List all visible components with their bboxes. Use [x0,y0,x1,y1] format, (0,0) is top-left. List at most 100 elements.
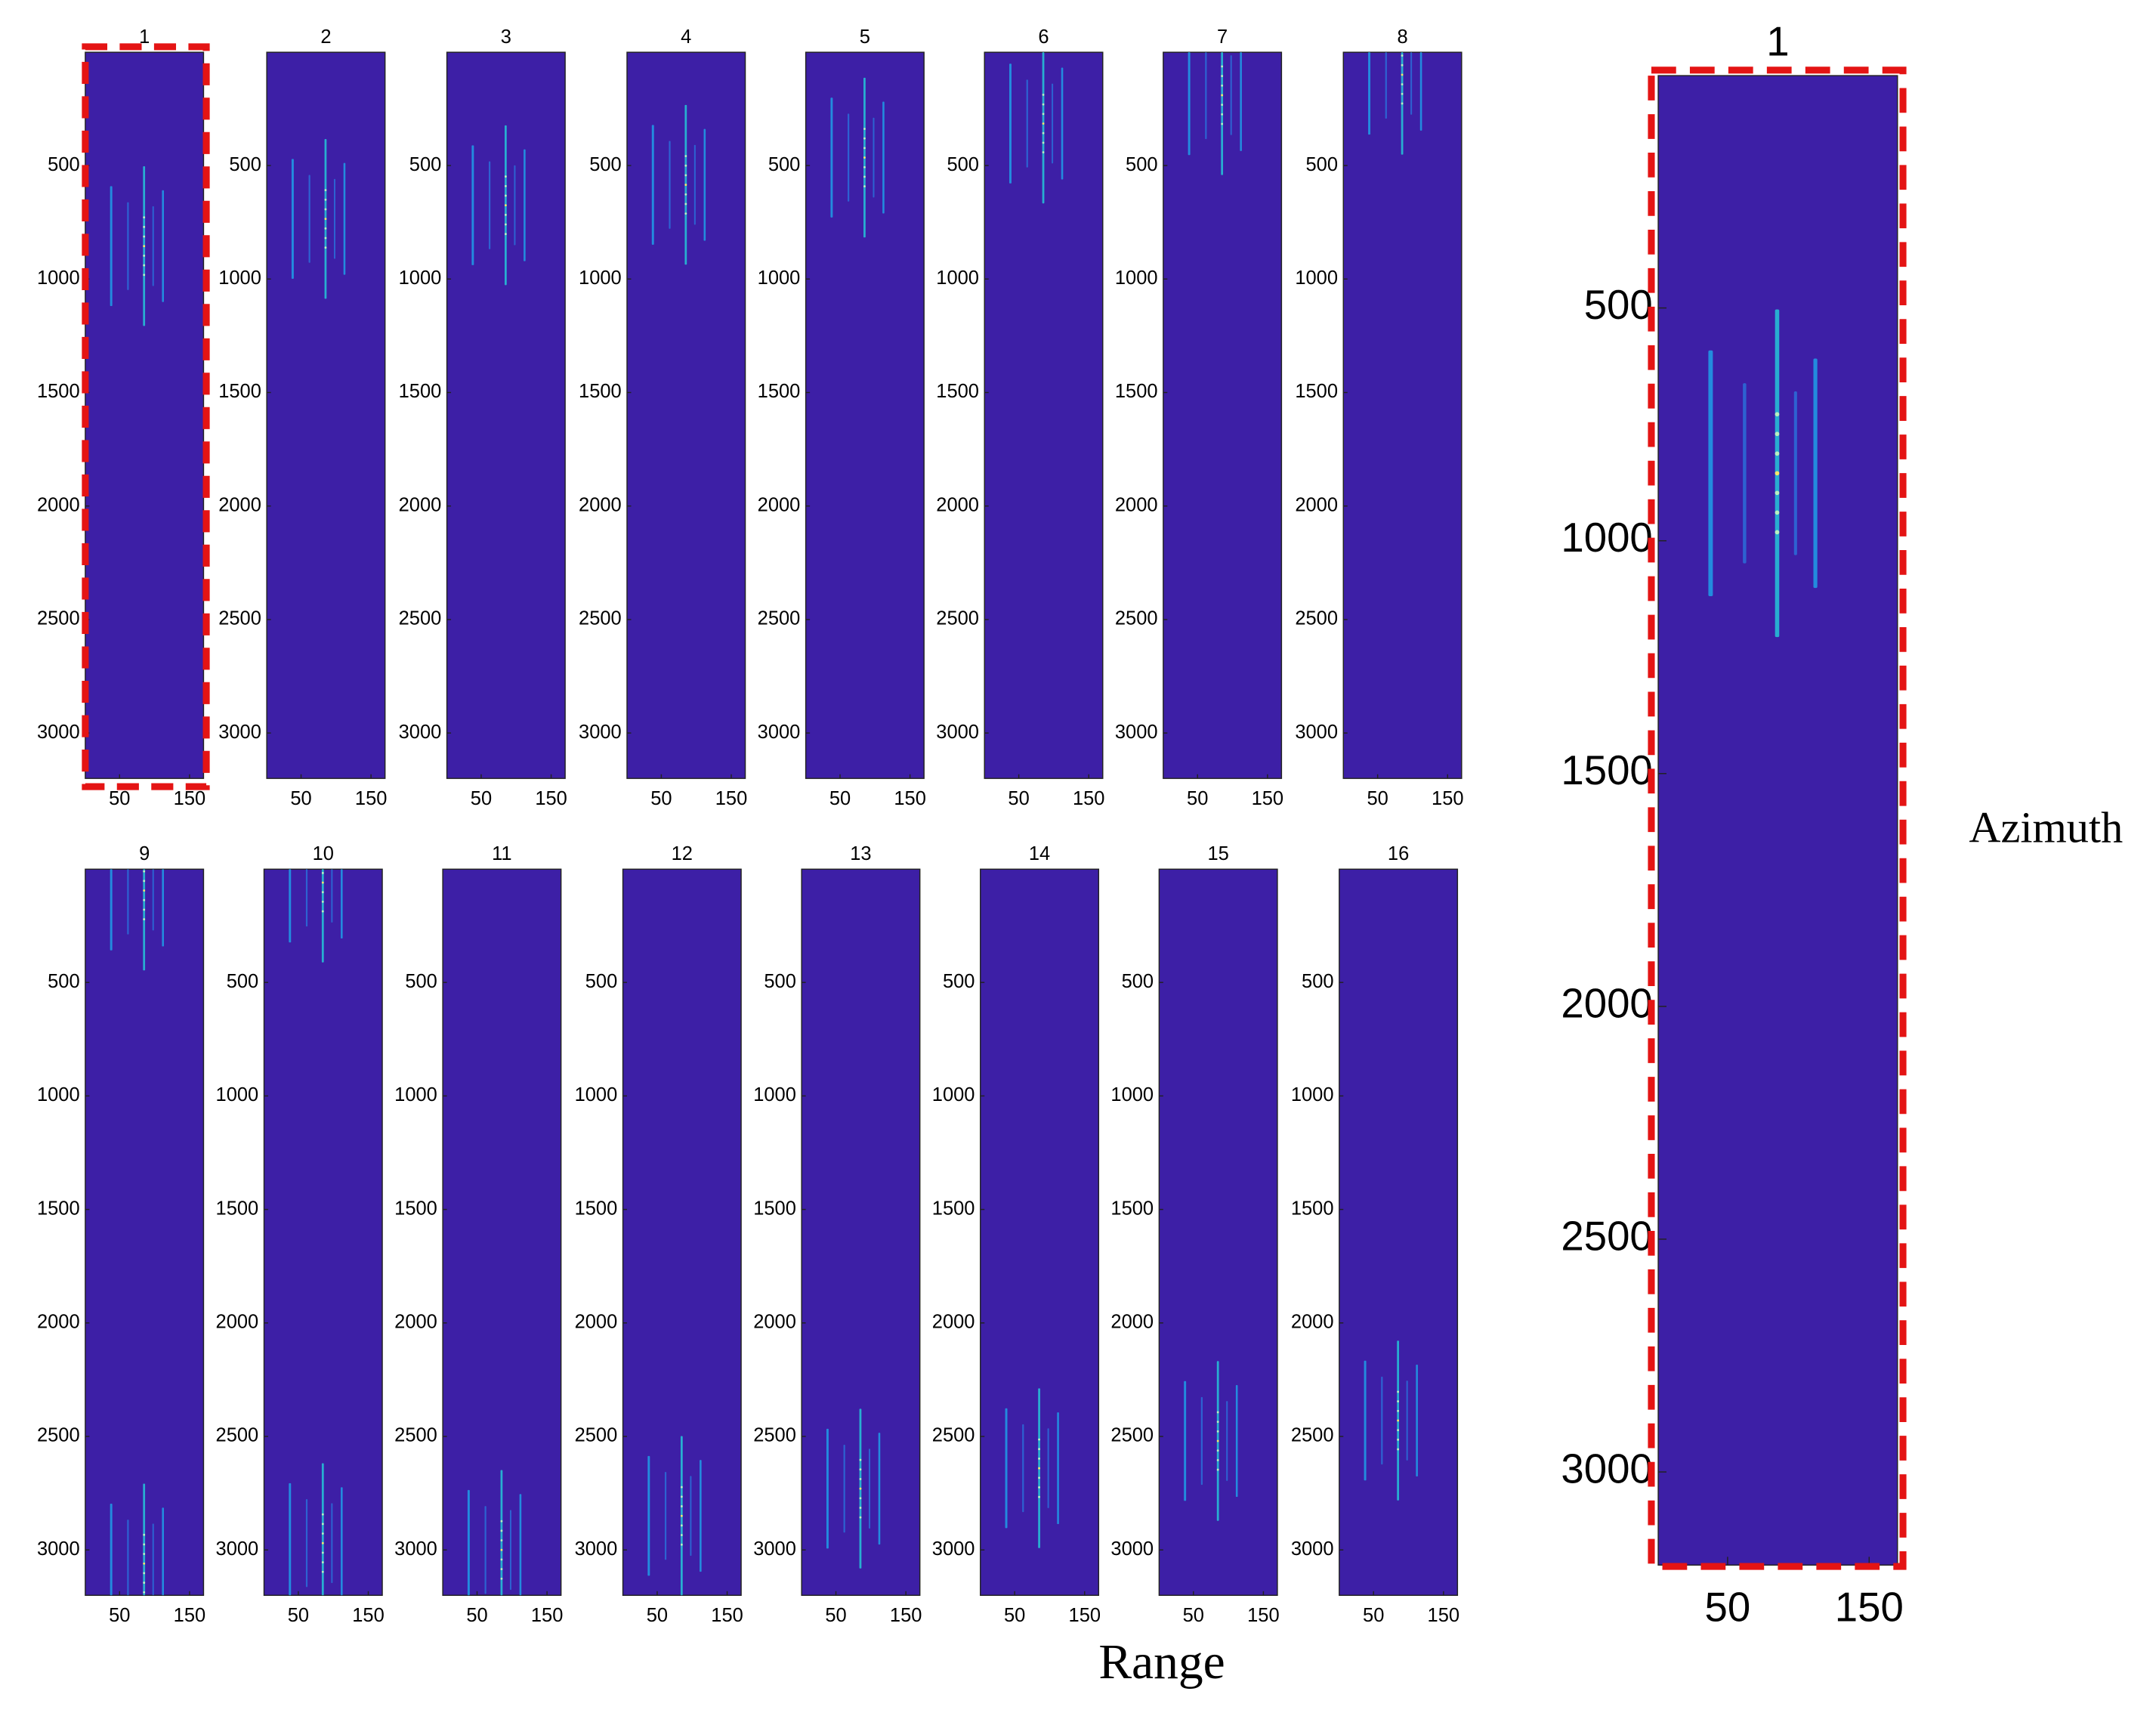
y-tick-label: 500 [229,154,261,175]
y-tick-label: 3000 [579,722,622,743]
target-response [1708,309,1818,638]
streak [162,190,164,302]
y-tick-label: 2000 [1291,1312,1334,1333]
target-response [651,104,706,265]
target-response [1184,1361,1238,1521]
streak [1793,391,1797,555]
hot-spot [859,1516,862,1519]
streak [488,161,491,249]
streak [1410,52,1413,115]
streak [1708,350,1713,596]
hot-spot [321,1561,324,1563]
target-response [471,125,526,286]
hot-spot [500,1529,503,1532]
y-tick-label: 1000 [575,1084,618,1105]
hot-spot [863,175,866,178]
y-tick-label: 500 [1302,971,1334,992]
target-response [830,77,885,238]
streak [664,1472,667,1560]
x-tick-label: 150 [531,1605,564,1626]
y-tick-label: 3000 [394,1538,437,1560]
streak [1226,1401,1228,1481]
y-tick-label: 2000 [579,494,622,515]
streak [1057,1412,1059,1525]
streak [868,1449,871,1529]
y-tick-label: 2000 [394,1312,437,1333]
y-tick-label: 3000 [1561,1445,1652,1492]
y-tick-label: 2500 [399,608,442,629]
plot-area [442,868,562,1597]
hot-spot [1042,122,1045,125]
target-response [110,166,164,326]
y-tick-label: 1000 [932,1084,975,1105]
y-tick-label: 1500 [579,381,622,402]
y-tick-label: 1000 [1115,267,1158,289]
y-tick-label: 1500 [394,1198,437,1219]
panel: 500 1000 1500 2000 2500 3000 50 150 13 [753,843,922,1626]
hot-spot [143,870,146,873]
streak [467,1489,470,1596]
y-tick-label: 2500 [216,1425,259,1446]
y-tick-label: 1500 [1295,381,1338,402]
panel: 500 1000 1500 2000 2500 3000 50 150 16 [1291,843,1459,1626]
x-tick-label: 50 [647,1605,668,1626]
hot-spot [1042,103,1045,106]
panel-title: 13 [850,843,871,864]
y-tick-label: 2000 [1561,980,1652,1026]
hot-spot [324,237,327,240]
hot-spot [863,165,866,169]
hot-spot [1401,73,1404,76]
panel-title: 1 [1766,19,1789,65]
y-tick-label: 2500 [579,608,622,629]
hot-spot [680,1543,683,1546]
hot-spot [1038,1457,1040,1460]
y-tick-label: 1000 [579,267,622,289]
streak [669,141,671,229]
hot-spot [1221,84,1224,87]
hot-spot [1397,1448,1400,1451]
plot-area [1342,51,1463,779]
target-response [289,1463,343,1596]
hot-spot [1216,1411,1219,1414]
y-tick-label: 2500 [1561,1213,1652,1259]
y-tick-label: 1000 [37,267,80,289]
x-tick-label: 150 [535,788,567,809]
hot-spot [500,1539,503,1541]
streak [291,159,294,279]
y-tick-label: 1500 [1561,747,1652,793]
x-tick-label: 150 [1069,1605,1101,1626]
hot-spot [1042,113,1045,116]
y-tick-label: 500 [1126,154,1158,175]
panel: 500 1000 1500 2000 2500 3000 50 150 10 [216,843,385,1626]
streak [1813,358,1818,589]
hot-spot [1038,1448,1040,1451]
streak [500,1470,503,1596]
y-tick-label: 500 [1122,971,1154,992]
y-tick-label: 2000 [1295,494,1338,515]
hot-spot [1397,1419,1400,1422]
hot-spot [1216,1439,1219,1442]
streak [1743,383,1747,564]
y-tick-label: 1500 [216,1198,259,1219]
hot-spot [1042,141,1045,144]
target-response [1188,52,1242,175]
y-tick-label: 2500 [936,608,979,629]
y-tick-label: 2500 [1291,1425,1334,1446]
panel: 500 1000 1500 2000 2500 3000 50 150 4 [579,26,747,809]
hot-spot [143,1591,146,1594]
y-tick-label: 2000 [575,1312,618,1333]
x-tick-label: 150 [174,1605,206,1626]
y-tick-label: 1000 [936,267,979,289]
target-response [1009,52,1064,204]
y-tick-label: 1500 [1291,1198,1334,1219]
y-tick-label: 1500 [936,381,979,402]
target-response [289,869,343,963]
panel-title: 9 [139,843,150,864]
x-tick-label: 150 [355,788,388,809]
hot-spot [1221,113,1224,116]
panel-title: 3 [501,26,511,48]
hot-spot [859,1468,862,1471]
hot-spot [504,213,507,216]
y-tick-label: 3000 [1291,1538,1334,1560]
